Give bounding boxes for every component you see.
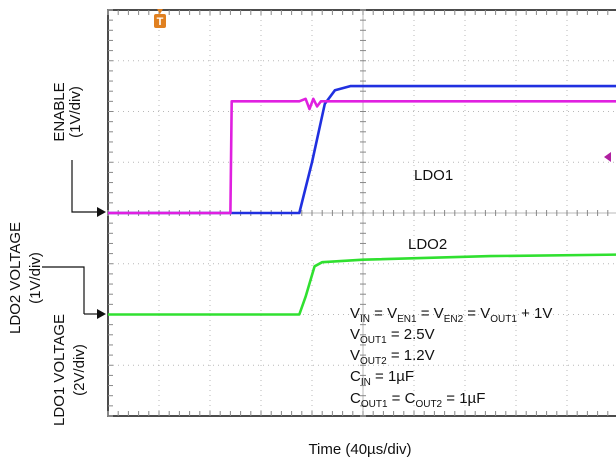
subscript: OUT2 [360,356,387,367]
text-segment: = 1µF [371,368,414,385]
text-segment: = V [463,305,490,322]
trace-enable [108,97,616,215]
text-segment: = V [370,305,397,322]
enable-pointer-line [71,160,100,213]
text-segment: = V [417,305,444,322]
text-segment: = C [388,390,416,407]
subscript: IN [360,314,370,325]
text-segment: = 2.5V [387,326,435,343]
vout2-condition: VOUT2 = 1.2V [350,347,435,367]
offscreen-marker-arrow [604,152,611,162]
y-axis-labels: ENABLE (1V/div) LDO2 VOLTAGE (1V/div) LD… [7,82,88,426]
text-segment: V [350,305,360,322]
trigger-marker-text: T [157,16,164,28]
label-pointers [42,160,106,319]
ldo2-pointer-line [42,266,85,314]
trigger-marker: T [154,9,166,28]
cout-condition: COUT1 = COUT2 = 1µF [350,390,485,410]
ldo2-voltage-scale: (1V/div) [27,252,44,304]
subscript: EN2 [444,314,464,325]
subscript: OUT1 [360,335,387,346]
text-segment: + 1V [517,305,552,322]
x-axis-label: Time (40µs/div) [308,441,411,458]
trace-label-ldo2: LDO2 [408,236,447,253]
cin-condition: CIN = 1µF [350,368,414,388]
trigger-marker-arrow [157,9,163,14]
text-segment: C [350,368,361,385]
conditions-annotation: VIN = VEN1 = VEN2 = VOUT1 + 1V VOUT1 = 2… [350,305,552,410]
offscreen-marker [604,152,611,162]
ldo1-voltage-scale: (2V/div) [71,344,88,396]
trigger-marker-box [154,14,166,28]
text-segment: V [350,326,360,343]
subscript: OUT1 [361,399,388,410]
enable-scale: (1V/div) [67,86,84,138]
enable-label: ENABLE [51,82,68,141]
trace-ldo1 [108,84,616,215]
text-segment: = 1µF [442,390,485,407]
enable-pointer-arrow [97,207,106,217]
subscript: IN [361,377,371,388]
markers: T [154,9,611,162]
trace-ldo2 [108,253,616,316]
traces [108,84,616,316]
ldo1-voltage-label: LDO1 VOLTAGE [51,314,68,426]
subscript: OUT2 [415,399,442,410]
text-segment: = 1.2V [387,347,435,364]
vin-condition: VIN = VEN1 = VEN2 = VOUT1 + 1V [350,305,552,325]
text-segment: V [350,347,360,364]
ldo-pointer-arrow [97,309,106,319]
trace-labels: LDO1 LDO2 [408,167,453,253]
text-segment: C [350,390,361,407]
vout1-condition: VOUT1 = 2.5V [350,326,435,346]
ldo2-voltage-label: LDO2 VOLTAGE [7,222,24,334]
subscript: EN1 [397,314,417,325]
trace-label-ldo1: LDO1 [414,167,453,184]
chart-grid [107,9,616,417]
subscript: OUT1 [490,314,517,325]
